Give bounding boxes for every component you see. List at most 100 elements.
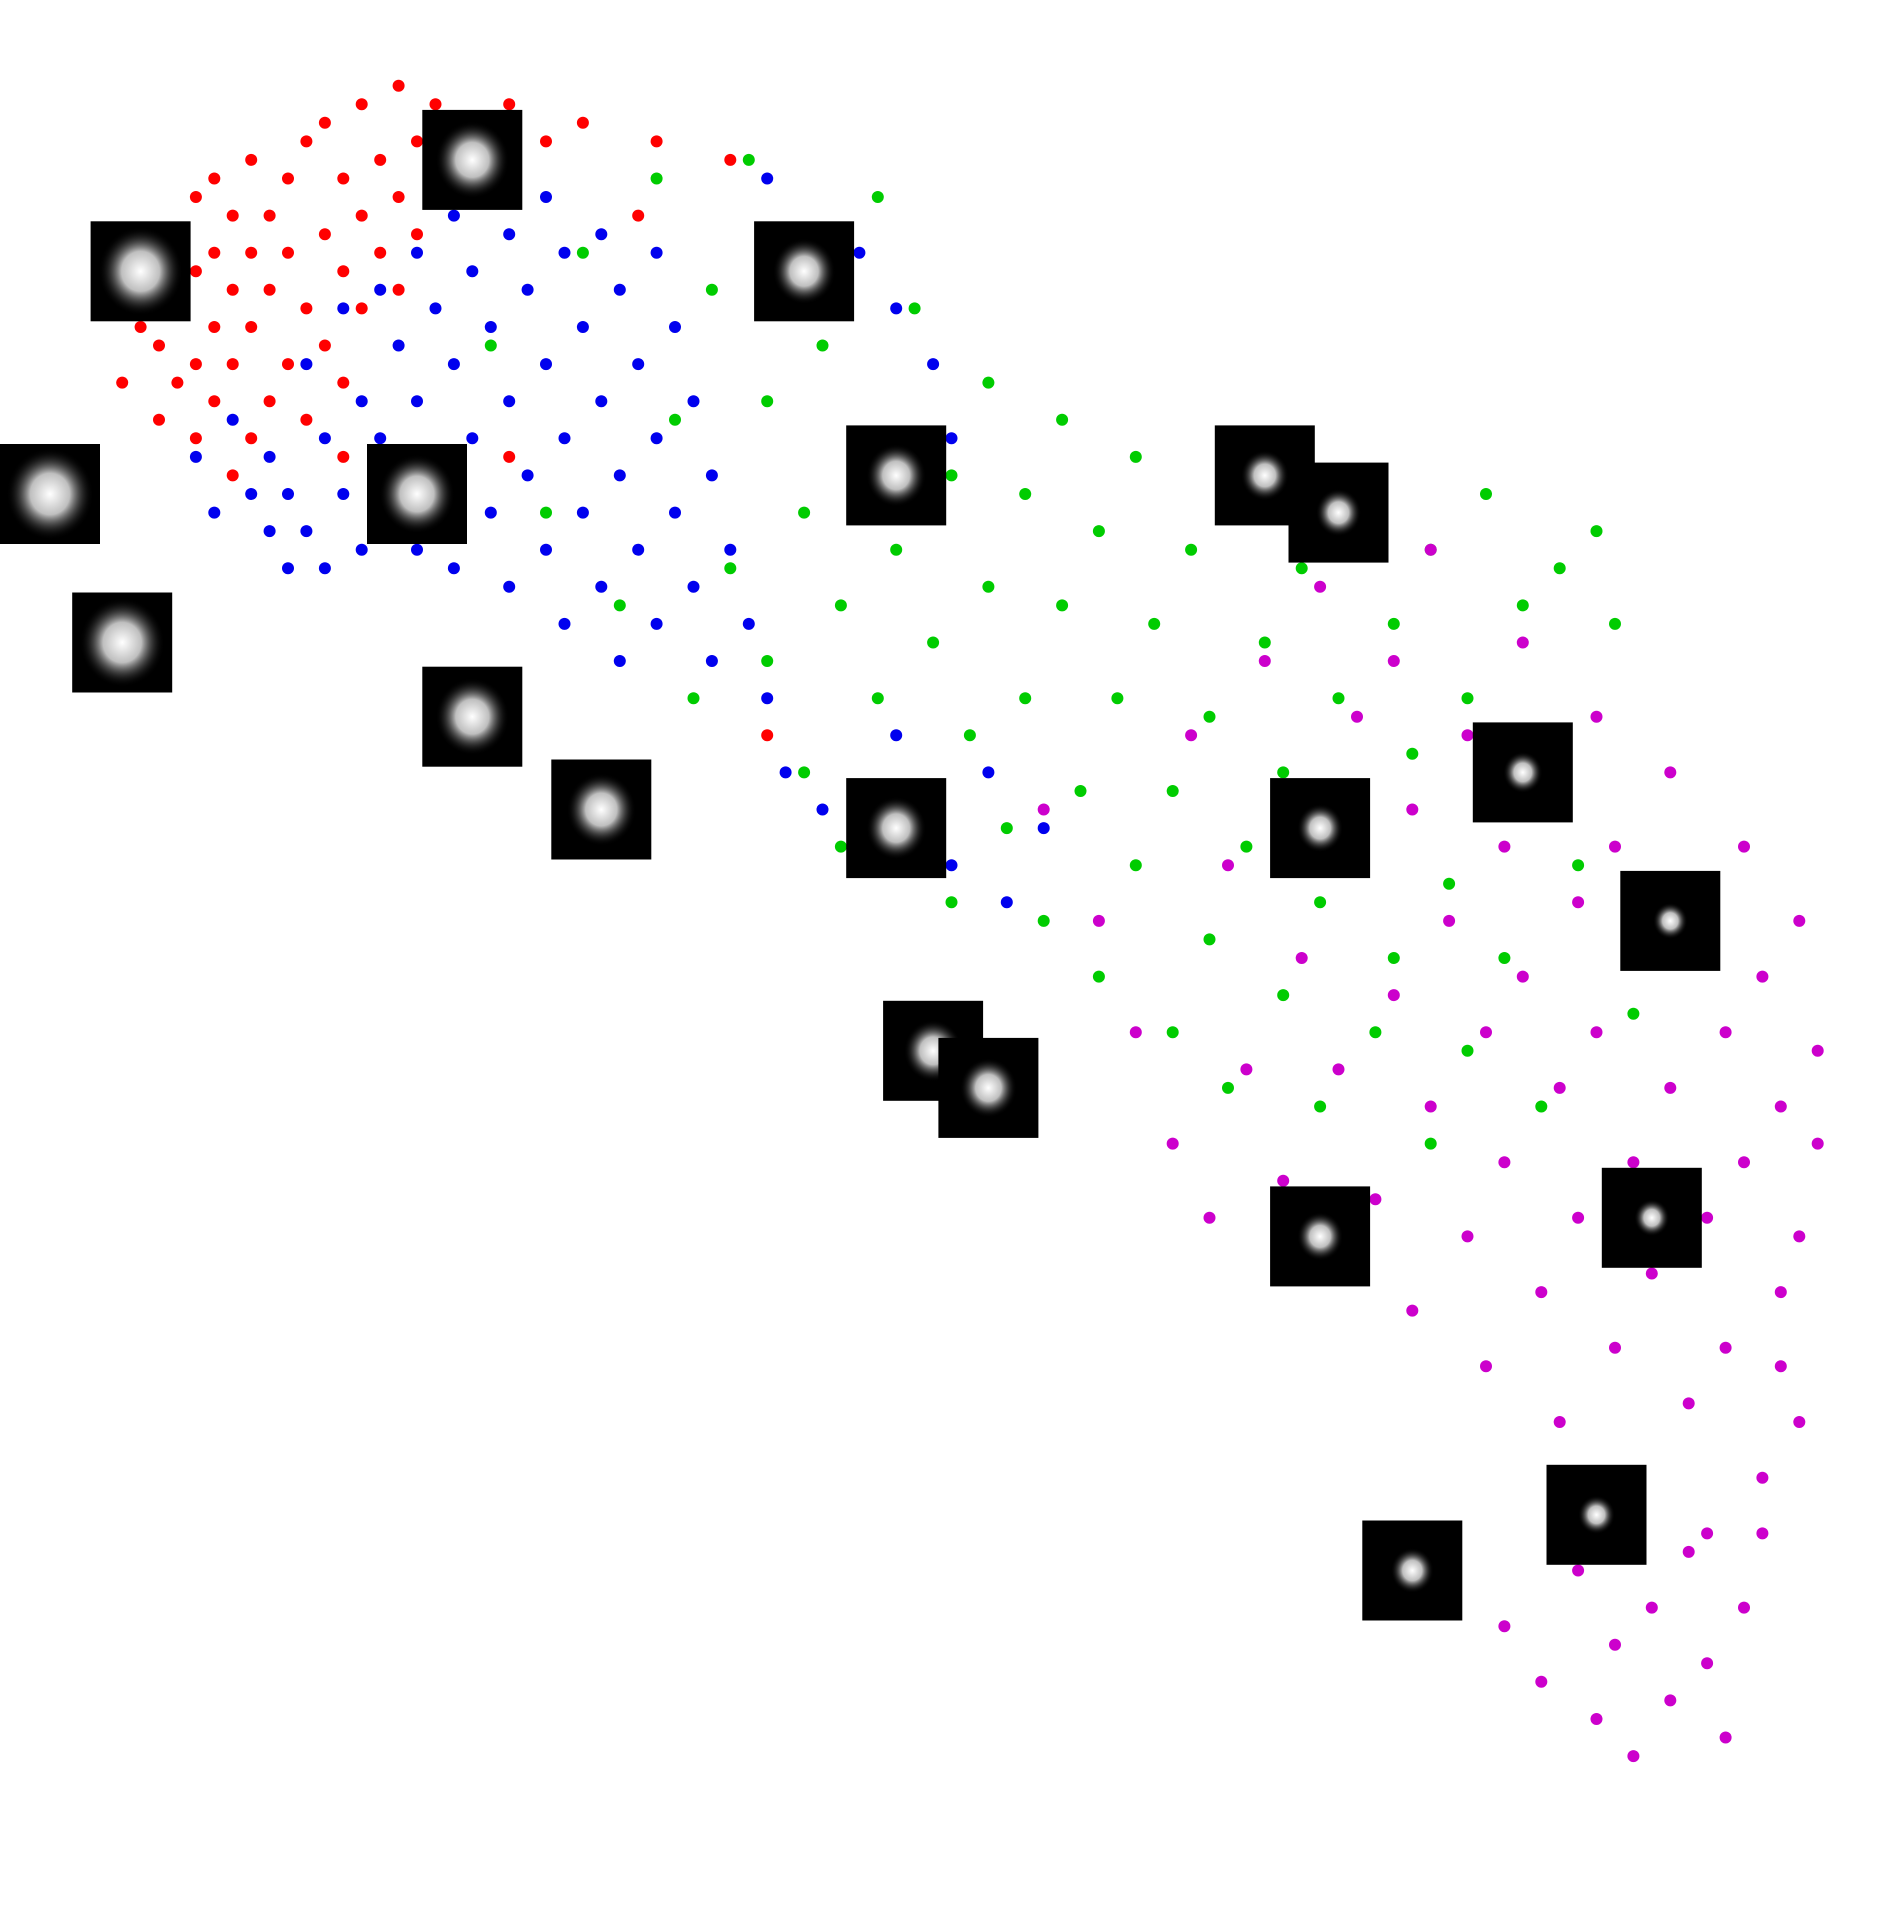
scatter-point	[1406, 747, 1419, 760]
thumbnail-blob	[98, 226, 183, 316]
scatter-point	[411, 395, 423, 408]
scatter-point	[1793, 1416, 1806, 1428]
scatter-point	[263, 450, 276, 463]
thumbnail-blob	[1240, 450, 1289, 501]
scatter-point	[761, 655, 774, 667]
scatter-point	[337, 265, 350, 278]
scatter-point	[1609, 1638, 1621, 1651]
scatter-point	[484, 506, 497, 519]
scatter-point	[1369, 1026, 1382, 1039]
scatter-point	[1387, 952, 1400, 964]
scatter-point	[245, 246, 258, 259]
scatter-point	[724, 562, 737, 575]
scatter-point	[1811, 1044, 1824, 1057]
thumbnail-blob	[1634, 1199, 1670, 1237]
scatter-point	[1111, 692, 1124, 705]
scatter-point	[576, 246, 589, 259]
scatter-point	[355, 209, 368, 222]
scatter-point	[890, 729, 903, 742]
scatter-point	[189, 358, 202, 371]
scatter-point	[1480, 1360, 1492, 1373]
scatter-point	[263, 283, 276, 296]
scatter-point	[632, 209, 645, 222]
scatter-point	[558, 617, 571, 630]
scatter-point	[411, 135, 423, 148]
scatter-point	[226, 413, 239, 426]
thumbnail-image	[1270, 778, 1371, 879]
scatter-point	[927, 358, 940, 371]
scatter-point	[724, 543, 737, 556]
scatter-point	[503, 228, 516, 241]
scatter-point	[374, 246, 387, 259]
scatter-point	[1332, 692, 1345, 705]
scatter-point	[1406, 803, 1419, 816]
scatter-point	[1129, 859, 1142, 872]
scatter-point	[503, 580, 516, 593]
scatter-point	[1424, 543, 1437, 556]
scatter-point	[927, 636, 940, 649]
scatter-point	[1590, 1713, 1603, 1725]
thumbnail-blob	[1503, 751, 1543, 794]
thumbnail-image	[90, 221, 191, 322]
thumbnail-image	[422, 666, 523, 767]
thumbnail-blob	[379, 454, 455, 534]
scatter-point	[1719, 1731, 1732, 1744]
scatter-point	[208, 246, 221, 259]
scatter-point	[1222, 859, 1234, 872]
scatter-point	[1553, 562, 1566, 575]
scatter-point	[871, 191, 884, 203]
scatter-point	[1701, 1527, 1714, 1540]
thumbnail-blob	[1578, 1495, 1615, 1535]
scatter-point	[355, 543, 368, 556]
scatter-point	[245, 488, 258, 500]
scatter-point	[466, 432, 479, 445]
scatter-point	[1516, 636, 1529, 649]
scatter-point	[153, 413, 165, 426]
scatter-point	[798, 766, 811, 779]
scatter-point	[687, 395, 700, 408]
scatter-point	[1738, 1601, 1750, 1614]
scatter-point	[1166, 1137, 1179, 1150]
scatter-point	[853, 246, 866, 259]
scatter-point	[1074, 785, 1087, 797]
scatter-point	[1480, 488, 1492, 500]
scatter-point	[1719, 1341, 1732, 1354]
scatter-point	[1572, 1211, 1585, 1224]
scatter-point	[816, 339, 829, 352]
scatter-point	[282, 358, 294, 371]
scatter-point	[337, 172, 350, 185]
scatter-point	[1092, 970, 1105, 983]
thumbnail-image	[846, 778, 947, 879]
scatter-point	[245, 321, 258, 333]
scatter-point	[945, 432, 958, 445]
scatter-point	[834, 840, 847, 853]
scatter-point	[300, 413, 313, 426]
scatter-point	[263, 395, 276, 408]
scatter-point	[1609, 617, 1621, 630]
scatter-point	[447, 209, 460, 222]
scatter-point	[742, 153, 755, 166]
scatter-point	[761, 729, 774, 742]
scatter-point	[1590, 525, 1603, 538]
scatter-point	[613, 599, 626, 612]
scatter-point	[447, 562, 460, 575]
scatter-point	[1000, 822, 1013, 835]
scatter-point	[1037, 914, 1050, 927]
scatter-point	[1627, 1750, 1640, 1763]
scatter-point	[834, 599, 847, 612]
scatter-point	[540, 191, 552, 203]
scatter-point	[890, 543, 903, 556]
scatter-point	[1572, 859, 1585, 872]
scatter-point	[318, 339, 331, 352]
scatter-point	[392, 191, 405, 203]
scatter-point	[447, 358, 460, 371]
scatter-point	[595, 228, 608, 241]
scatter-point	[890, 302, 903, 315]
scatter-point	[1590, 710, 1603, 723]
scatter-point	[1056, 413, 1069, 426]
scatter-point	[1793, 1230, 1806, 1243]
scatter-point	[908, 302, 921, 315]
image-thumbnails	[0, 109, 1721, 1621]
thumbnail-blob	[6, 448, 94, 540]
thumbnail-image	[367, 444, 467, 544]
